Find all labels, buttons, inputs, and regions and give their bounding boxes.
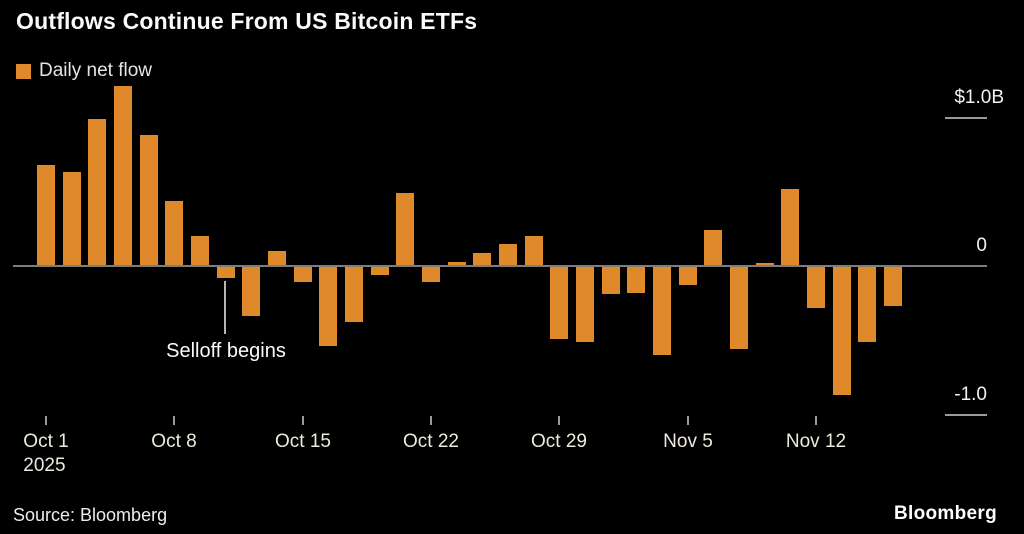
zero-axis-line	[13, 265, 987, 267]
legend-label: Daily net flow	[39, 60, 152, 81]
bar-nov-11	[781, 189, 799, 266]
bar-nov-14	[858, 266, 876, 342]
bar-oct-14	[268, 251, 286, 266]
bar-oct-22	[422, 266, 440, 282]
bar-oct-28	[525, 236, 543, 266]
bar-oct-20	[371, 266, 389, 275]
bar-oct-17	[345, 266, 363, 322]
x-tick-mark-oct-22	[430, 416, 432, 425]
bar-oct-1	[37, 165, 55, 266]
bar-oct-2	[63, 172, 81, 266]
x-tick-label-oct-1: Oct 1 2025	[23, 431, 69, 476]
x-tick-mark-nov-5	[687, 416, 689, 425]
y-tick-line--1	[945, 414, 987, 416]
bar-nov-3	[627, 266, 645, 293]
x-tick-label-oct-15: Oct 15	[275, 431, 331, 452]
x-tick-mark-nov-12	[815, 416, 817, 425]
x-tick-label-nov-5: Nov 5	[663, 431, 713, 452]
bar-oct-7	[140, 135, 158, 266]
bar-oct-6	[114, 86, 132, 266]
bar-oct-9	[191, 236, 209, 266]
source-credit: Source: Bloomberg	[13, 505, 168, 525]
bar-nov-7	[730, 266, 748, 349]
x-tick-mark-oct-1	[45, 416, 47, 425]
bar-nov-17	[884, 266, 902, 306]
bar-oct-15	[294, 266, 312, 282]
bar-oct-30	[576, 266, 594, 342]
y-tick-label-1: $1.0B	[954, 87, 1004, 108]
bar-oct-3	[88, 119, 106, 266]
x-tick-label-oct-22: Oct 22	[403, 431, 459, 452]
bloomberg-logo: Bloomberg	[894, 503, 997, 524]
bar-oct-16	[319, 266, 337, 346]
bar-nov-12	[807, 266, 825, 308]
x-tick-mark-oct-15	[302, 416, 304, 425]
bar-oct-8	[165, 201, 183, 266]
annotation-line	[224, 281, 226, 334]
chart-title: Outflows Continue From US Bitcoin ETFs	[16, 8, 478, 34]
x-tick-label-oct-8: Oct 8	[151, 431, 197, 452]
x-tick-mark-oct-8	[173, 416, 175, 425]
bar-oct-13	[242, 266, 260, 316]
y-tick-line-1	[945, 117, 987, 119]
bar-nov-5	[679, 266, 697, 285]
bar-nov-10	[756, 263, 774, 266]
bar-oct-31	[602, 266, 620, 294]
x-tick-label-oct-29: Oct 29	[531, 431, 587, 452]
x-tick-mark-oct-29	[558, 416, 560, 425]
x-tick-label-nov-12: Nov 12	[785, 431, 847, 452]
bar-oct-29	[550, 266, 568, 339]
annotation-label: Selloff begins	[166, 340, 286, 362]
bar-oct-24	[473, 253, 491, 266]
legend: Daily net flow	[16, 60, 152, 82]
legend-swatch-icon	[16, 63, 31, 79]
bar-oct-27	[499, 244, 517, 266]
y-tick-label-0: 0	[976, 235, 987, 256]
bar-oct-21	[396, 193, 414, 266]
y-tick-label--1: -1.0	[954, 384, 987, 405]
bar-oct-10	[217, 266, 235, 278]
bar-oct-23	[448, 262, 466, 266]
bar-nov-6	[704, 230, 722, 266]
bar-nov-4	[653, 266, 671, 355]
x-tick-year: 2025	[23, 455, 66, 476]
bar-nov-13	[833, 266, 851, 395]
